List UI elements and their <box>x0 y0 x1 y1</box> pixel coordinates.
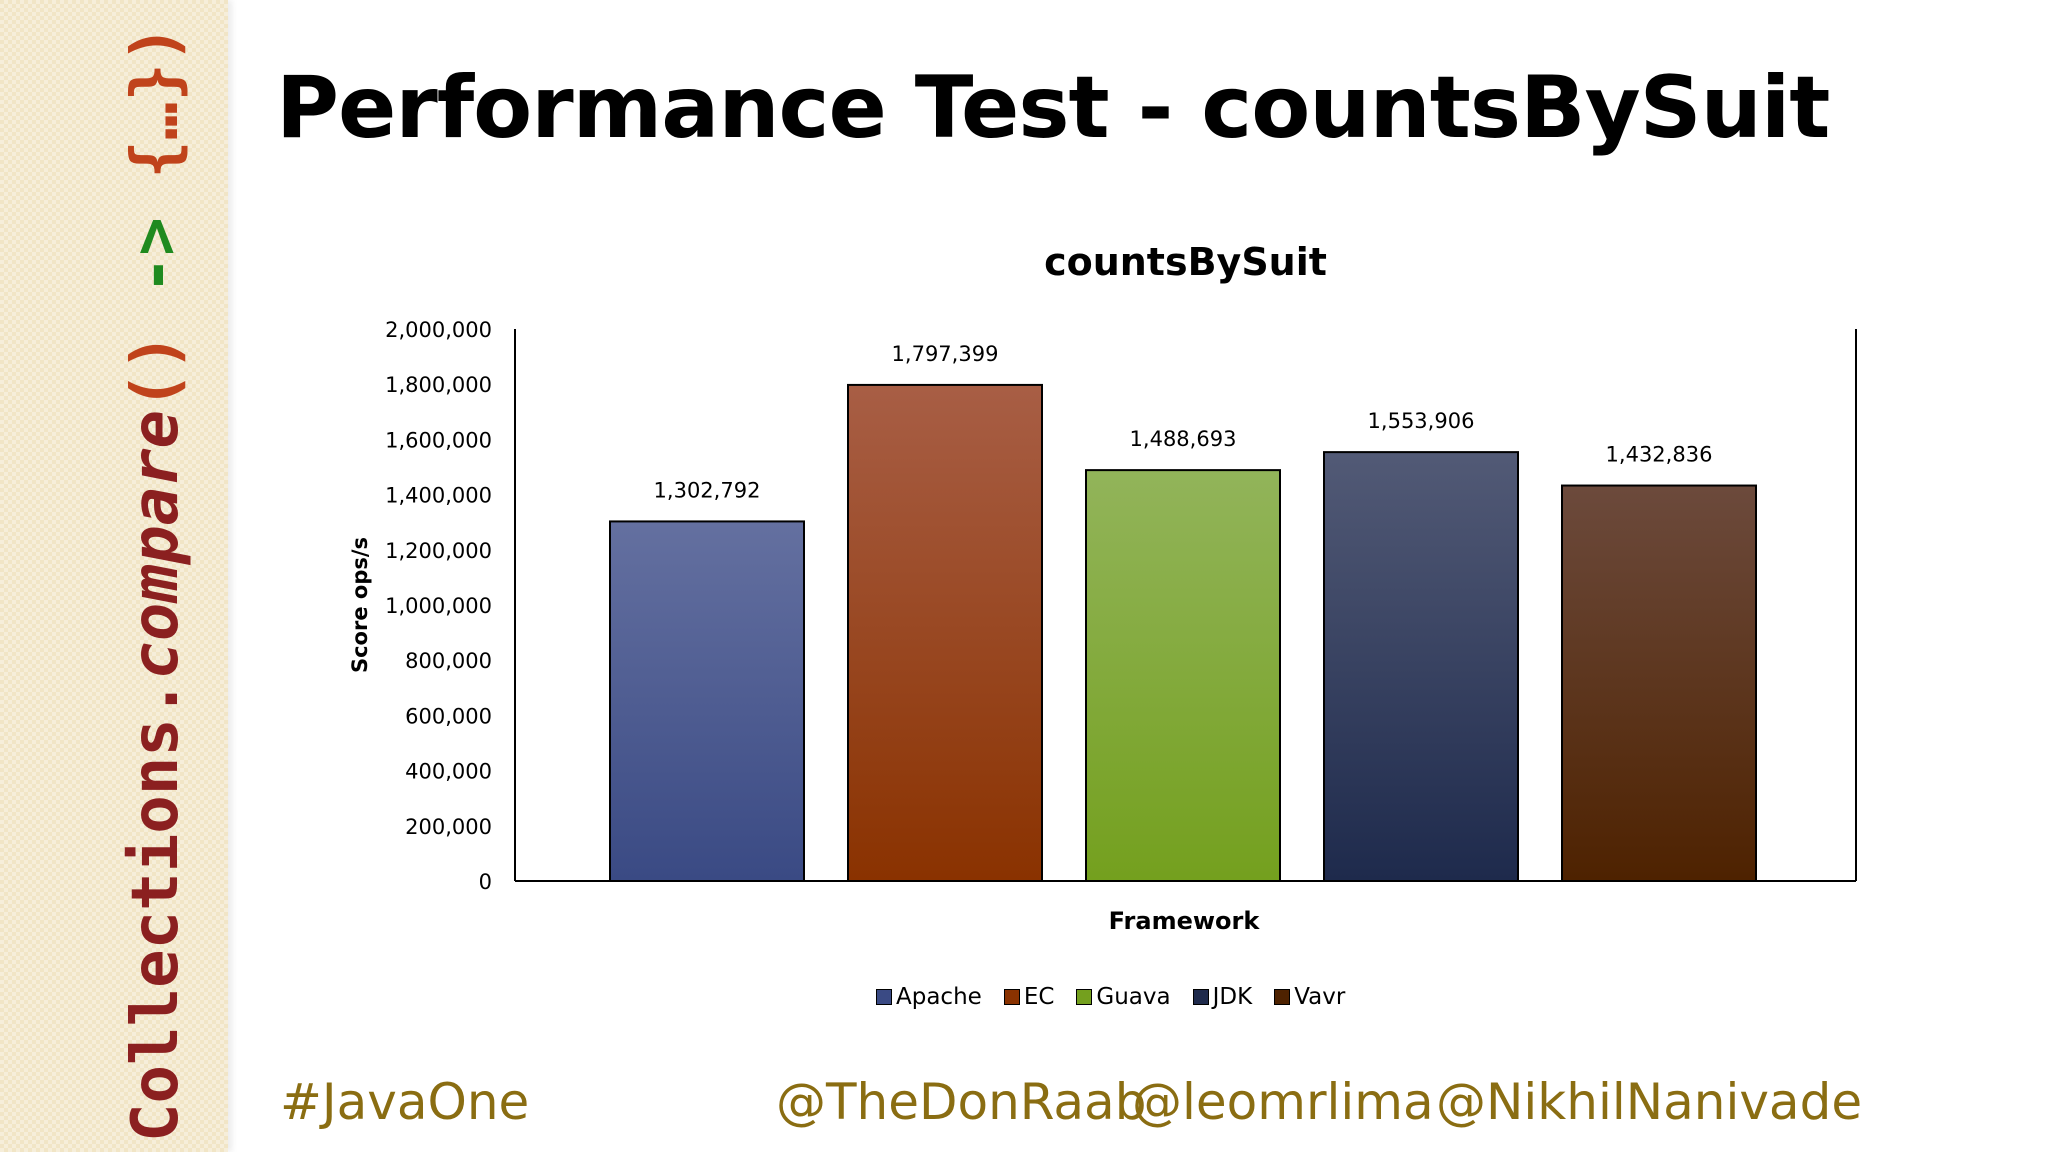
legend-swatch <box>876 989 892 1005</box>
y-tick-label: 2,000,000 <box>385 318 492 342</box>
legend-item-apache: Apache <box>876 984 982 1010</box>
legend-label: EC <box>1023 984 1055 1010</box>
footer-handle-leomrlima: @leomrlima <box>1132 1073 1434 1131</box>
y-tick-label: 1,000,000 <box>385 594 492 618</box>
side-code-part6: ) <box>119 24 193 64</box>
y-tick-label: 1,200,000 <box>385 539 492 563</box>
x-axis-label: Framework <box>1109 907 1261 935</box>
bar-vavr <box>1561 484 1757 882</box>
legend-swatch <box>1192 989 1209 1005</box>
side-code-part5: {…} <box>119 63 193 179</box>
legend-label: Vavr <box>1294 984 1346 1010</box>
y-tick-label: 800,000 <box>405 649 492 673</box>
bar-jdk <box>1323 451 1519 882</box>
y-tick-label: 400,000 <box>405 760 492 784</box>
bar-chart: countsBySuit 0 200,000 400,000 600,000 800,00… <box>348 240 1857 935</box>
footer-hashtag: #JavaOne <box>280 1073 530 1131</box>
footer-handle-donraab: @TheDonRaab <box>776 1073 1147 1131</box>
data-label-jdk: 1,553,906 <box>1368 409 1475 433</box>
y-tick-label: 0 <box>479 870 492 894</box>
legend-label: Guava <box>1096 984 1171 1010</box>
chart-legend: Apache EC Guava JDK Vavr <box>876 984 1345 1010</box>
bar-apache <box>609 520 805 882</box>
data-label-apache: 1,302,792 <box>654 478 761 502</box>
legend-swatch <box>1076 989 1093 1005</box>
legend-label: Apache <box>896 984 982 1010</box>
footer-handle-nikhilnanivade: @NikhilNanivade <box>1436 1073 1863 1131</box>
y-tick-label: 1,400,000 <box>385 484 492 508</box>
side-code-part4: -> <box>119 178 193 333</box>
y-tick-label: 1,600,000 <box>385 428 492 452</box>
bar-guava <box>1085 469 1281 882</box>
y-tick-label: 200,000 <box>405 815 492 839</box>
legend-item-ec: EC <box>1003 984 1055 1010</box>
slide-title: Performance Test - countsBySuit <box>276 58 1830 158</box>
side-code-part3: () <box>119 332 193 410</box>
side-code-text: Collections.compare() -> {…}) <box>119 25 193 1142</box>
y-tick-label: 1,800,000 <box>385 373 492 397</box>
sidebar-banner: Collections.compare() -> {…}) <box>0 0 228 1152</box>
data-label-vavr: 1,432,836 <box>1606 443 1713 467</box>
chart-title: countsBySuit <box>1044 240 1327 284</box>
data-label-ec: 1,797,399 <box>892 342 999 366</box>
legend-item-guava: Guava <box>1076 984 1171 1010</box>
legend-label: JDK <box>1212 984 1253 1010</box>
side-code-part2: compare <box>119 409 193 680</box>
legend-item-jdk: JDK <box>1192 984 1253 1010</box>
y-axis-label: Score ops/s <box>348 537 372 673</box>
side-code-part1: Collections. <box>119 679 193 1142</box>
y-tick-label: 600,000 <box>405 704 492 728</box>
data-label-guava: 1,488,693 <box>1130 427 1237 451</box>
legend-swatch <box>1003 989 1020 1005</box>
bar-ec <box>847 383 1043 882</box>
legend-item-vavr: Vavr <box>1274 984 1345 1010</box>
legend-swatch <box>1274 989 1291 1005</box>
